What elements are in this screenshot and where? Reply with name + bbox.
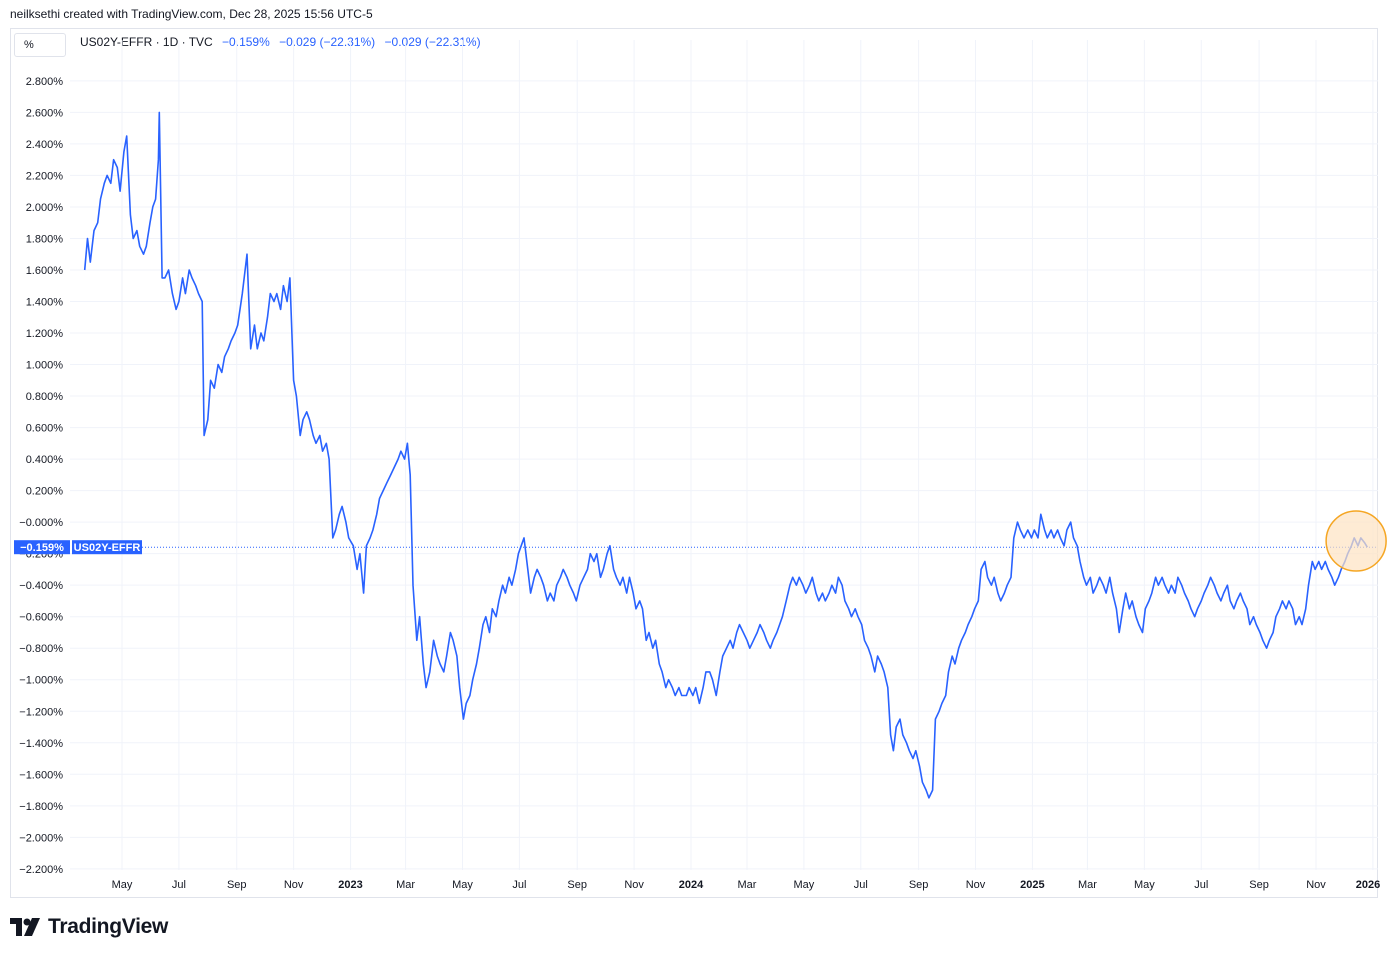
y-tick-label: −1.200% [19,706,63,718]
unit-selector[interactable]: % [14,33,66,57]
price-label-name-bg [72,540,142,555]
legend-change: −0.029 (−22.31%) [279,35,376,49]
chart-grid [70,40,1378,870]
y-tick-label: −2.000% [19,832,63,844]
y-tick-label: 0.200% [26,486,64,498]
y-tick-label: 2.200% [26,170,64,182]
x-tick-label: 2023 [338,879,362,891]
y-tick-label: 0.400% [26,454,64,466]
y-tick-label: 2.000% [26,202,64,214]
y-tick-label: −1.600% [19,769,63,781]
x-tick-label: Nov [966,879,986,891]
y-tick-label: 1.800% [26,233,64,245]
y-tick-label: −0.600% [19,612,63,624]
x-tick-label: May [1134,879,1155,891]
x-tick-label: Sep [1249,879,1269,891]
y-tick-label: 0.600% [26,423,64,435]
x-tick-label: 2026 [1356,879,1380,891]
x-tick-label: Mar [1078,879,1097,891]
y-tick-label: −1.400% [19,738,63,750]
x-tick-label: Sep [227,879,247,891]
y-tick-label: −0.400% [19,580,63,592]
x-tick-label: Sep [909,879,929,891]
x-tick-label: Jul [172,879,186,891]
y-tick-label: 2.400% [26,139,64,151]
price-label-value-bg [14,540,70,555]
y-tick-label: 0.800% [26,391,64,403]
chart-credit: neilksethi created with TradingView.com,… [10,7,373,21]
highlight-circle [1325,510,1387,572]
x-tick-label: May [112,879,133,891]
price-label-value: −0.159% [20,542,64,554]
x-tick-label: Jul [512,879,526,891]
y-axis: 2.800% 2.600% 2.400% 2.200% 2.000% 1.800% 1.60… [19,76,63,876]
y-tick-label: 1.600% [26,265,64,277]
x-axis: May Jul Sep Nov 2023 Mar May Jul Sep Nov 2024 Mar Ma… [112,879,1381,891]
y-tick-label: 1.200% [26,328,64,340]
x-tick-label: Jul [854,879,868,891]
x-tick-label: May [452,879,473,891]
y-tick-label: 2.800% [26,76,64,88]
y-tick-label: −1.800% [19,801,63,813]
x-tick-label: 2025 [1020,879,1044,891]
y-tick-label: −0.800% [19,643,63,655]
y-tick-label: −2.200% [19,864,63,876]
x-tick-label: Mar [738,879,757,891]
y-tick-label: 2.600% [26,107,64,119]
tradingview-logo-text: TradingView [48,915,169,938]
series-line-us02y-effr [83,111,1368,799]
x-tick-label: Jul [1194,879,1208,891]
x-tick-label: Nov [624,879,644,891]
x-tick-label: Sep [567,879,587,891]
x-tick-label: May [793,879,814,891]
x-tick-label: Nov [284,879,304,891]
price-label: −0.159% US02Y-EFFR [14,540,142,555]
tradingview-logo-icon [10,918,40,936]
y-tick-label: 1.400% [26,297,64,309]
x-tick-label: Nov [1306,879,1326,891]
y-tick-label: −1.000% [19,675,63,687]
legend-symbol[interactable]: US02Y-EFFR · 1D · TVC [80,35,213,49]
x-tick-label: Mar [396,879,415,891]
y-tick-label: 1.000% [26,360,64,372]
tradingview-logo[interactable]: TradingView [10,915,168,939]
price-label-name: US02Y-EFFR [74,542,141,554]
series-legend: US02Y-EFFR · 1D · TVC −0.159% −0.029 (−2… [80,35,481,49]
x-tick-label: 2024 [679,879,704,891]
legend-last-value: −0.159% [222,35,270,49]
legend-change-percent: −0.029 (−22.31%) [384,35,481,49]
y-tick-label: −0.000% [19,517,63,529]
chart-frame [10,28,1378,898]
